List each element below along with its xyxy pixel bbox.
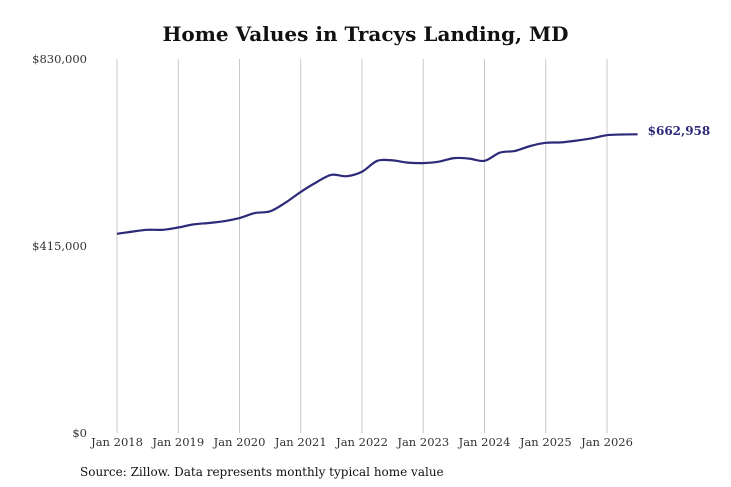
x-tick-label: Jan 2026 (580, 435, 633, 449)
x-tick-label: Jan 2022 (335, 435, 388, 449)
x-tick-label: Jan 2023 (396, 435, 449, 449)
y-tick-label: $0 (72, 426, 87, 440)
x-tick-label: Jan 2021 (274, 435, 327, 449)
y-tick-label: $830,000 (32, 52, 87, 66)
y-tick-label: $415,000 (32, 239, 87, 253)
end-value-label: $662,958 (648, 124, 711, 138)
chart-title: Home Values in Tracys Landing, MD (162, 22, 569, 46)
x-tick-label: Jan 2019 (151, 435, 204, 449)
source-note: Source: Zillow. Data represents monthly … (80, 465, 444, 479)
x-tick-label: Jan 2018 (90, 435, 143, 449)
x-tick-label: Jan 2025 (519, 435, 572, 449)
x-tick-label: Jan 2024 (458, 435, 511, 449)
x-tick-label: Jan 2020 (213, 435, 266, 449)
home-value-line (116, 133, 638, 235)
